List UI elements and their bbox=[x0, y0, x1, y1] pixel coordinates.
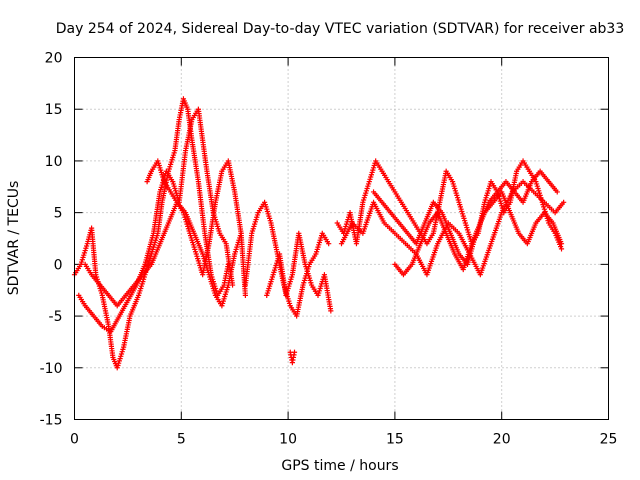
data-point bbox=[291, 349, 298, 355]
y-tick-label: -10 bbox=[40, 361, 63, 377]
axis-ticks: -15 -10 -5 0 5 10 15 20 0 5 10 15 20 25 bbox=[40, 51, 618, 448]
series-track-2 bbox=[76, 106, 236, 335]
x-tick-label: 10 bbox=[279, 432, 297, 448]
chart-title: Day 254 of 2024, Sidereal Day-to-day VTE… bbox=[56, 21, 625, 37]
y-tick-label: 0 bbox=[54, 257, 63, 273]
x-tick-label: 5 bbox=[177, 432, 186, 448]
series-track-4 bbox=[144, 158, 248, 298]
x-tick-label: 0 bbox=[70, 432, 79, 448]
x-tick-label: 15 bbox=[386, 432, 404, 448]
plot-frame bbox=[74, 57, 609, 420]
x-tick-label: 25 bbox=[600, 432, 618, 448]
grid-lines bbox=[74, 57, 609, 420]
y-tick-label: -15 bbox=[40, 413, 63, 429]
data-point bbox=[558, 246, 565, 252]
y-tick-label: 10 bbox=[45, 154, 63, 170]
data-point bbox=[554, 189, 560, 195]
x-axis-label: GPS time / hours bbox=[281, 458, 398, 474]
data-point bbox=[561, 199, 567, 205]
data-point bbox=[558, 241, 565, 247]
data-point bbox=[326, 241, 332, 247]
y-axis-label: SDTVAR / TECUs bbox=[6, 181, 22, 296]
data-points bbox=[71, 96, 567, 371]
y-tick-label: 20 bbox=[45, 51, 63, 67]
y-tick-label: -5 bbox=[49, 309, 63, 325]
y-tick-label: 15 bbox=[45, 102, 63, 118]
x-tick-label: 20 bbox=[493, 432, 511, 448]
series-track-11 bbox=[392, 168, 560, 278]
data-point bbox=[328, 308, 334, 314]
series-track-6 bbox=[264, 230, 334, 314]
y-tick-label: 5 bbox=[54, 206, 63, 222]
series-track-5 bbox=[242, 199, 332, 319]
series-track-7 bbox=[287, 349, 298, 366]
data-point bbox=[242, 292, 248, 298]
series-track-3 bbox=[82, 199, 244, 309]
